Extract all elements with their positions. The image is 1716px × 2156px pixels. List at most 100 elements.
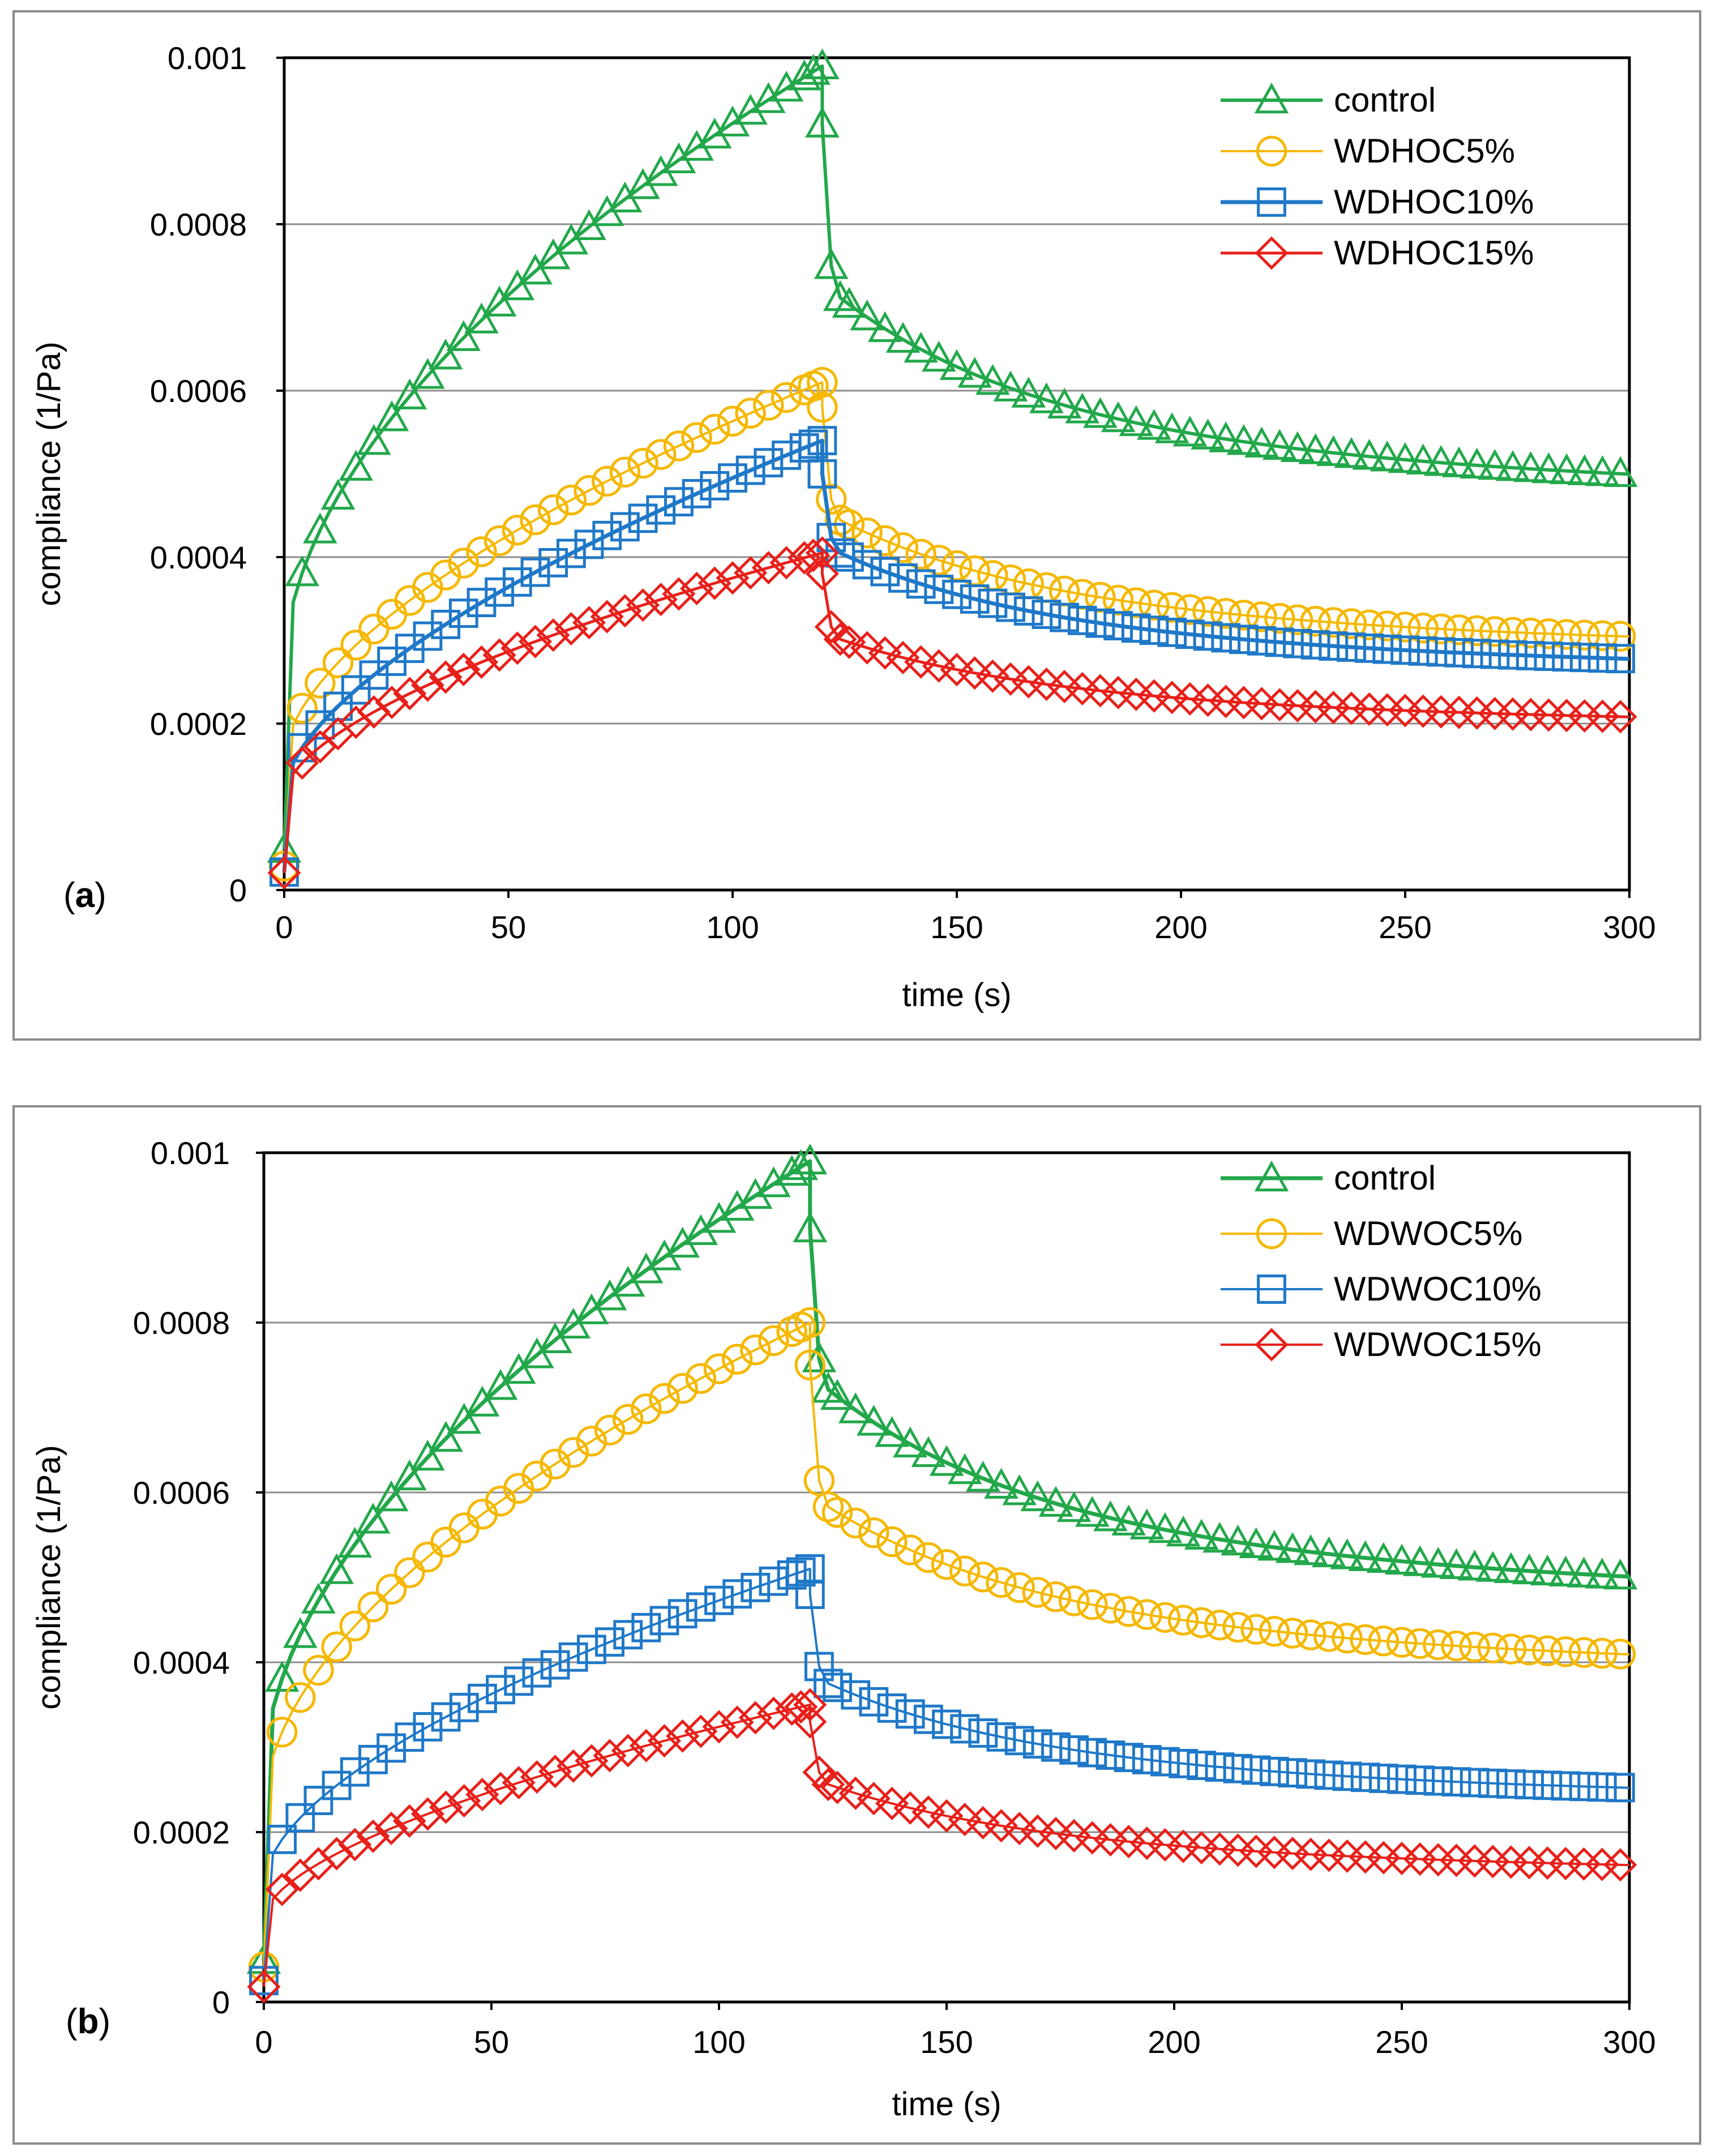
diamond-marker [374,1811,408,1845]
circle-marker [1186,1607,1217,1639]
x-tick-label: 0 [255,2024,272,2060]
square-marker [631,1612,661,1642]
diamond-marker [267,856,301,890]
triangle-marker [811,1372,846,1403]
circle-marker [1407,613,1439,644]
square-marker [1229,624,1259,654]
diamond-marker [611,1734,645,1768]
circle-marker [322,647,354,678]
circle-marker [685,1363,717,1394]
circle-marker [1372,610,1403,641]
circle-marker [821,1497,853,1528]
x-axis-title: time (s) [892,2086,1001,2123]
circle-marker [1204,1609,1235,1641]
series-line [263,1704,1630,1987]
triangle-marker [520,1337,554,1368]
circle-marker [340,630,371,661]
triangle-marker [1312,1536,1346,1568]
circle-marker [1295,1619,1326,1650]
circle-marker [735,397,766,429]
square-marker [1533,1770,1563,1800]
circle-marker [1077,1589,1108,1620]
triangle-marker [1421,1547,1456,1578]
square-marker [1050,602,1079,632]
diamond-marker [520,1760,554,1794]
triangle-marker [850,300,884,331]
square-marker [1354,634,1384,663]
triangle-marker [1129,1508,1165,1539]
diamond-marker [857,1782,891,1816]
diamond-marker [716,561,750,595]
diamond-marker [575,1744,609,1778]
legend-label: control [1334,81,1436,119]
square-marker [686,1592,716,1622]
triangle-marker [1029,382,1064,413]
triangle-marker [1316,435,1351,467]
circle-marker [1300,605,1331,637]
square-marker [807,459,837,489]
diamond-marker [820,1770,854,1804]
triangle-marker [875,1416,909,1447]
diamond-marker [629,1729,663,1763]
triangle-marker [428,339,463,370]
circle-marker [285,1682,316,1713]
triangle-marker [1406,443,1440,474]
diamond-marker [738,1701,772,1735]
circle-marker [1550,1636,1581,1667]
circle-marker [1354,609,1385,640]
legend: control WDWOC5% WDWOC10% WDWOC15% [1221,1159,1542,1363]
circle-marker [851,517,883,549]
square-marker [1444,638,1474,668]
square-marker [613,1620,643,1650]
triangle-marker [1512,1553,1547,1585]
circle-marker [540,1448,571,1480]
circle-marker [1004,1572,1035,1603]
legend-circle-marker [1256,1218,1287,1250]
square-marker [1004,1726,1034,1756]
diamond-marker [769,546,803,580]
square-marker [835,542,864,572]
circle-marker [794,1349,826,1381]
triangle-marker [796,54,831,85]
y-tick-label: 0.0002 [150,706,247,742]
square-marker [1132,1745,1162,1774]
circle-marker [1102,584,1134,616]
triangle-marker [1549,453,1584,485]
x-tick-label: 200 [1148,2024,1200,2060]
y-tick-label: 0.0004 [150,540,247,575]
triangle-marker [1065,392,1100,424]
legend-label: WDWOC10% [1334,1270,1542,1308]
chart-panel-a: 0 0.0002 0.0004 0.0006 0.0008 0.001 0 50 100 150 2… [12,10,1701,1041]
circle-marker [816,484,847,515]
triangle-marker [1441,446,1477,477]
circle-marker [1532,1635,1563,1666]
diamond-marker [784,1690,818,1724]
square-marker [1085,608,1115,638]
square-marker [1606,644,1636,674]
square-marker [485,577,515,607]
square-marker [1587,643,1617,673]
square-marker [682,479,712,508]
y-tick-label: 0.001 [151,1135,230,1171]
circle-marker [913,1542,944,1573]
triangle-marker [1075,1496,1110,1527]
square-marker [968,1718,998,1748]
square-marker [852,550,882,580]
circle-marker [1192,596,1223,627]
square-marker [1032,600,1062,629]
circle-marker [1264,602,1295,634]
circle-marker [1149,1602,1181,1633]
triangle-marker [1154,412,1189,443]
triangle-marker [1475,1551,1510,1582]
square-marker [1552,642,1582,672]
circle-marker [986,1567,1017,1598]
x-tick-label: 300 [1603,909,1655,945]
diamond-marker [536,618,570,652]
series-WDHOC10% [269,426,1636,887]
diamond-marker [572,606,606,640]
square-marker [595,1627,624,1657]
triangle-marker [922,340,956,372]
circle-marker [663,430,695,461]
square-marker [823,1672,852,1702]
x-tick-label: 100 [692,2024,745,2060]
